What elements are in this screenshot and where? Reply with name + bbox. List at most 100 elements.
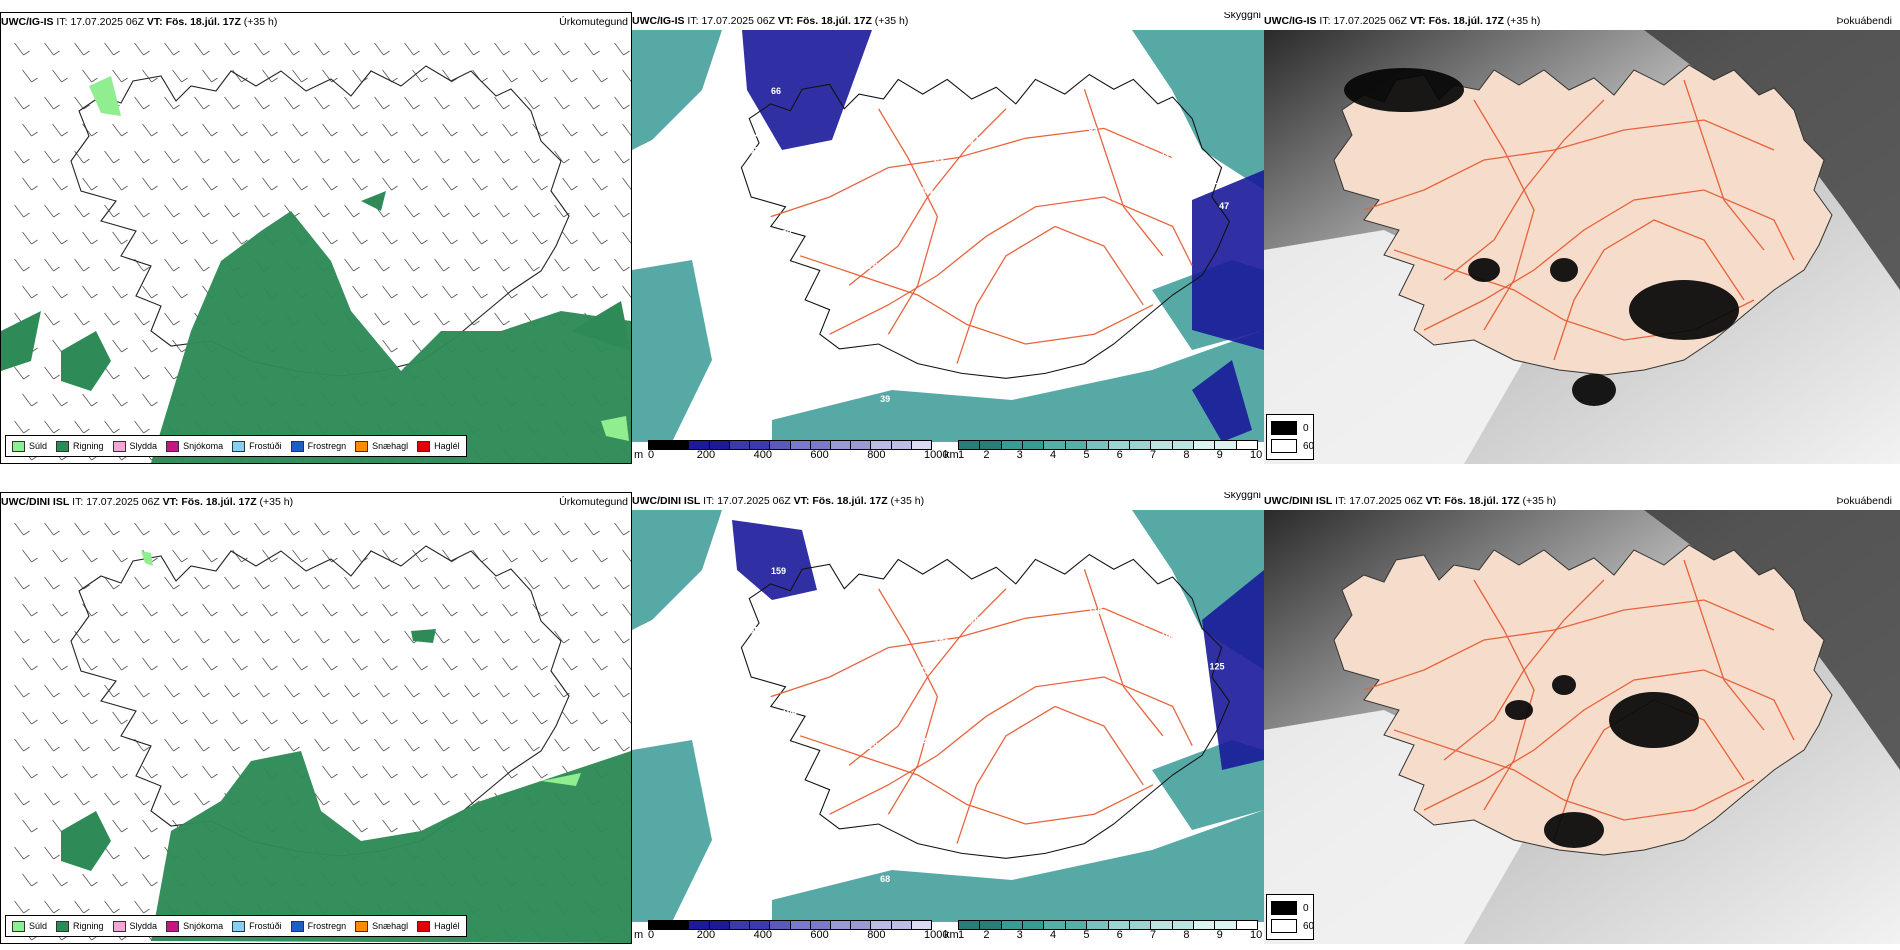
colorbar-segments [958, 920, 1258, 930]
colorbar-unit: m [634, 929, 644, 941]
colorbar-segment [891, 441, 912, 449]
fog-legend-swatch [1271, 421, 1297, 435]
fog-panel-top: UWC/IG-IS IT: 17.07.2025 06Z VT: Fös. 18… [1264, 12, 1900, 464]
lead-time: (+35 h) [874, 15, 909, 27]
cloud-value-label: 183 [904, 256, 919, 266]
legend-swatch [417, 920, 431, 932]
colorbar-tick: 200 [696, 449, 716, 461]
cloud-value-label: 47 [1219, 201, 1229, 211]
panel-title: Þokuábendi [1836, 15, 1892, 27]
colorbar-segment [689, 921, 710, 929]
cloud-value-label: 667 [1038, 252, 1053, 262]
lead-time: (+35 h) [1506, 15, 1541, 27]
colorbar-segment [1129, 921, 1152, 929]
colorbar-tick: 1 [958, 449, 965, 461]
colorbar-segment [1193, 921, 1216, 929]
legend-item: Rigning [56, 440, 104, 452]
legend-label: Snæhagl [372, 921, 409, 931]
legend-item: Snæhagl [355, 440, 408, 452]
colorbar-segment [669, 921, 690, 929]
panel-header: UWC/DINI ISL IT: 17.07.2025 06Z VT: Fös.… [632, 492, 1264, 510]
legend-label: Frostregn [307, 921, 347, 931]
colorbar-segment [689, 441, 710, 449]
fog-map [1264, 510, 1900, 944]
colorbar-tick: 1000 [924, 449, 949, 461]
fog-legend: 0 60 [1266, 414, 1314, 460]
colorbar-tick: 5 [1083, 449, 1090, 461]
legend-item: Slydda [112, 440, 158, 452]
colorbar-segment [1044, 441, 1066, 449]
colorbar-tick: 9 [1216, 929, 1223, 941]
precip-map [14, 522, 631, 943]
colorbar-tick: 1000 [924, 929, 949, 941]
colorbar-segment [959, 441, 981, 449]
it-label: IT: [1319, 15, 1331, 27]
cloud-value-label: 43 [1048, 308, 1058, 318]
legend-item: Frostregn [290, 440, 346, 452]
cloud-value-label: 201 [919, 186, 934, 196]
colorbar-tick: 800 [867, 449, 886, 461]
cloud-value-label: 119 [828, 736, 843, 746]
panel-header: UWC/IG-IS IT: 17.07.2025 06Z VT: Fös. 18… [632, 12, 1264, 30]
it-label: IT: [703, 495, 715, 507]
legend-item: Slydda [112, 920, 158, 932]
cloud-value-label: 20 [1035, 125, 1045, 135]
vt-value: Fös. 18.júl. 17Z [796, 15, 872, 27]
cloud-value-label: 38 [1048, 788, 1058, 798]
vt-label: VT: [793, 495, 810, 507]
cloud-value-label: 85 [1010, 348, 1020, 358]
cloud-value-label: 110 [1088, 606, 1103, 616]
colorbar-tick: 6 [1116, 929, 1123, 941]
model-name: UWC/IG-IS [1, 16, 54, 28]
colorbar-segment [1215, 441, 1237, 449]
lead-time: (+35 h) [243, 16, 278, 28]
legend-label: Slydda [129, 921, 158, 931]
colorbar-segment [871, 921, 892, 929]
legend-swatch [56, 440, 70, 452]
colorbar-segment [1215, 921, 1237, 929]
cloud-value-label: 102 [1050, 278, 1065, 288]
legend-label: Slydda [129, 441, 158, 451]
it-label: IT: [72, 496, 84, 508]
cloud-value-label: 124 [912, 737, 927, 747]
colorbar-segment [1236, 921, 1258, 929]
it-label: IT: [56, 16, 68, 28]
legend-item: Snæhagl [355, 920, 409, 932]
legend-swatch [56, 920, 70, 932]
cloud-value-label: 190 [1161, 632, 1176, 642]
colorbar-segment [1044, 921, 1066, 929]
colorbar-segment [729, 441, 751, 449]
fog-panel-bottom: UWC/DINI ISL IT: 17.07.2025 06Z VT: Fös.… [1264, 492, 1900, 944]
colorbar-tick: 10 [1250, 929, 1263, 941]
legend-item: Rigning [56, 920, 104, 932]
colorbar-segment [1087, 921, 1109, 929]
colorbar-segment [770, 921, 791, 929]
legend-item: Snjókoma [166, 440, 223, 452]
colorbar-segment [649, 441, 670, 449]
cloud-value-label: 69 [924, 181, 934, 191]
cloud-value-label: 159 [754, 664, 769, 674]
legend-swatch [355, 920, 369, 932]
cloud-value-label: 57 [1209, 181, 1219, 191]
cloud-value-label: 13 [974, 135, 984, 145]
legend-swatch [417, 440, 431, 452]
it-value: 17.07.2025 06Z [701, 15, 775, 27]
cloud-map: 139 157 115 43 37 96 39 201 52 273 170 85 193 57 50 64 1… [632, 30, 1264, 442]
vt-value: Fös. 18.júl. 17Z [812, 495, 888, 507]
cloud-value-label: 125 [1209, 661, 1224, 671]
cloud-value-label: 193 [744, 145, 759, 155]
colorbar-segments [648, 440, 932, 450]
vt-label: VT: [146, 16, 163, 28]
legend-label: Súld [29, 441, 48, 451]
colorbar-tick: 8 [1183, 929, 1190, 941]
panel-title: Skyggni [1223, 492, 1261, 501]
legend-label: Frostúði [249, 921, 282, 931]
cloud-value-label: 103 [1012, 227, 1027, 237]
cloud-value-label: 155 [744, 625, 759, 635]
colorbar-segment [1172, 921, 1194, 929]
colorbar-tick: 5 [1083, 929, 1090, 941]
cloud-value-label: 39 [880, 394, 890, 404]
cloud-value-label: 50 [912, 257, 922, 267]
fog-legend-swatch [1271, 439, 1297, 453]
cloud-value-label: 313 [1144, 618, 1159, 628]
